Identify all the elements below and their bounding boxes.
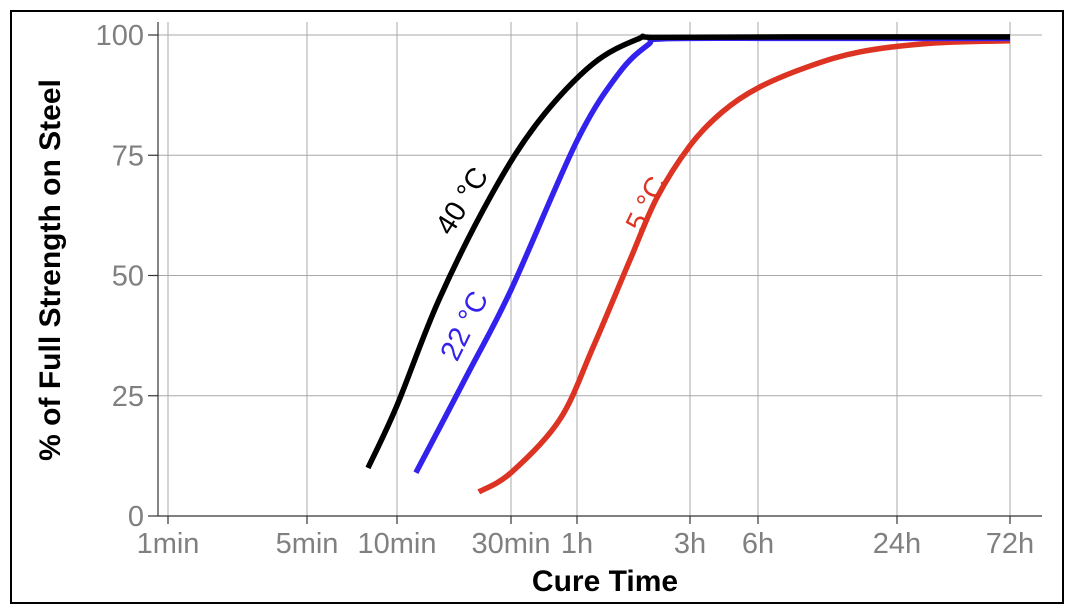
x-tick-label: 5min: [276, 528, 339, 560]
y-tick-label: 25: [112, 381, 144, 413]
x-tick-label: 3h: [674, 528, 706, 560]
x-tick-label: 24h: [873, 528, 921, 560]
x-tick-label: 1min: [137, 528, 200, 560]
vertical-gridlines: [167, 22, 1011, 516]
x-tick-label: 6h: [742, 528, 774, 560]
y-axis-title: % of Full Strength on Steel: [34, 79, 67, 461]
chart-frame: [10, 10, 1064, 604]
y-tick-label: 50: [112, 261, 144, 293]
series-label-1: 22 °C: [435, 286, 496, 366]
y-axis-ticks: 0 25 50 75 100: [96, 20, 158, 533]
y-tick-label: 100: [96, 20, 144, 52]
x-tick-label: 72h: [986, 528, 1034, 560]
x-axis-ticks: 1min 5min 10min 30min 1h 3h 6h 24h 72h: [137, 516, 1034, 560]
series-line-2: [477, 38, 1011, 495]
x-tick-label: 30min: [472, 528, 551, 560]
x-tick-label: 10min: [358, 528, 437, 560]
horizontal-gridlines: [158, 34, 1042, 517]
series-lines: [365, 33, 1011, 495]
series-line-1: [413, 35, 1011, 474]
x-tick-label: 1h: [561, 528, 593, 560]
y-tick-label: 75: [112, 140, 144, 172]
x-axis-title: Cure Time: [532, 565, 678, 598]
y-tick-label: 0: [128, 501, 144, 533]
series-line-0: [365, 33, 1011, 470]
